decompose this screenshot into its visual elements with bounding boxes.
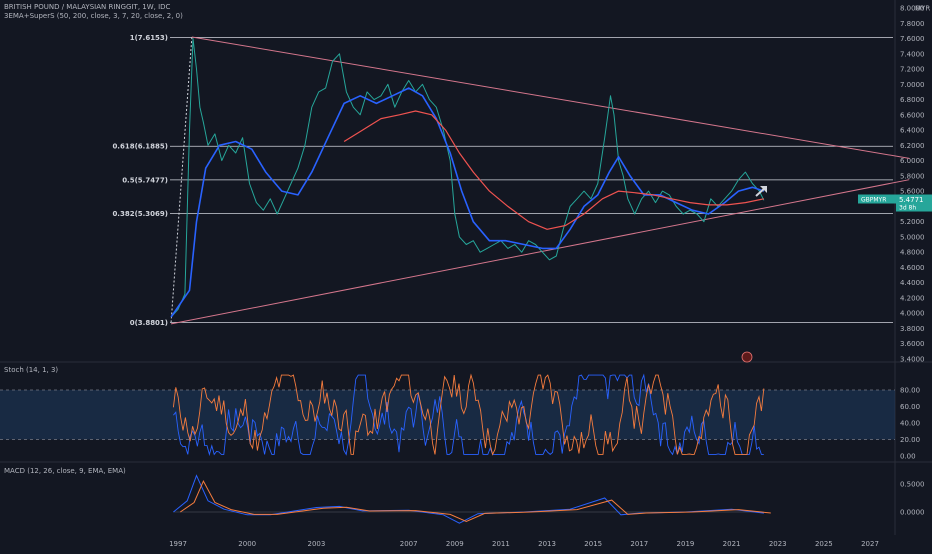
macd-signal-line: [180, 479, 771, 523]
symbol-title: BRITISH POUND / MALAYSIAN RINGGIT, 1W, I…: [4, 3, 171, 11]
price-tick-label: 5.6000: [900, 188, 925, 196]
macd-tick-label: 0.5000: [900, 481, 925, 489]
price-tick-label: 8.0000: [900, 5, 925, 13]
stoch-tick-label: 60.00: [900, 403, 920, 411]
time-axis-label: 2023: [769, 540, 787, 548]
stoch-k-line: [173, 373, 764, 457]
fib-level-label: 0.382(5.3069): [112, 210, 168, 218]
price-tick-label: 4.8000: [900, 249, 925, 257]
time-axis-label: 2007: [400, 540, 418, 548]
series-line: [170, 87, 765, 318]
fib-level-label: 0.618(6.1885): [112, 143, 168, 151]
time-axis-label: 2011: [492, 540, 510, 548]
price-tick-label: 4.4000: [900, 279, 925, 287]
price-tick-label: 3.4000: [900, 356, 925, 364]
time-axis-label: 2025: [815, 540, 833, 548]
price-tick-label: 6.8000: [900, 96, 925, 104]
price-tick-label: 6.0000: [900, 157, 925, 165]
price-tick-label: 7.0000: [900, 81, 925, 89]
price-tick-label: 4.0000: [900, 310, 925, 318]
price-tick-label: 7.8000: [900, 20, 925, 28]
price-tick-label: 6.2000: [900, 142, 925, 150]
price-tick-label: 5.2000: [900, 218, 925, 226]
indicator-title: 3EMA+SuperS (50, 200, close, 3, 7, 20, c…: [4, 12, 183, 20]
time-axis-label: 2021: [723, 540, 741, 548]
stoch-label: Stoch (14, 1, 3): [4, 366, 59, 374]
last-price-countdown: 3d 8h: [899, 205, 916, 212]
time-axis-label: 2009: [446, 540, 464, 548]
time-axis-label: 2003: [307, 540, 325, 548]
price-tick-label: 4.6000: [900, 264, 925, 272]
time-axis-label: 2015: [584, 540, 602, 548]
price-unit-label: MYR: [915, 5, 930, 13]
series-line: [170, 38, 765, 318]
last-price-symbol-box: [858, 194, 896, 204]
stoch-band: [0, 390, 895, 440]
macd-tick-label: 0.0000: [900, 509, 925, 517]
price-tick-label: 7.6000: [900, 35, 925, 43]
event-badge-icon: [741, 351, 753, 363]
time-axis-label: 2013: [538, 540, 556, 548]
trendline-upper: [191, 36, 910, 159]
fib-level-label: 0(3.8801): [130, 319, 168, 327]
fib-level-label: 1(7.6153): [130, 34, 168, 42]
price-tick-label: 5.8000: [900, 172, 925, 180]
price-tick-label: 7.4000: [900, 50, 925, 58]
series-line: [343, 110, 765, 230]
arrow-head: [760, 186, 767, 193]
stoch-tick-label: 0.00: [900, 453, 916, 461]
price-tick-label: 6.4000: [900, 127, 925, 135]
time-axis-label: 2019: [677, 540, 695, 548]
last-price-symbol: GBPMYR: [861, 197, 886, 204]
stoch-tick-label: 40.00: [900, 420, 920, 428]
price-tick-label: 4.2000: [900, 294, 925, 302]
price-tick-label: 3.6000: [900, 340, 925, 348]
stoch-d-line: [172, 373, 765, 456]
price-tick-label: 3.8000: [900, 325, 925, 333]
stoch-tick-label: 20.00: [900, 436, 920, 444]
price-tick-label: 6.6000: [900, 111, 925, 119]
time-axis-label: 2017: [630, 540, 648, 548]
last-price-value: 5.4771: [899, 196, 924, 204]
price-tick-label: 7.2000: [900, 66, 925, 74]
time-axis-label: 2027: [861, 540, 879, 548]
trendline-lower: [170, 179, 910, 325]
macd-label: MACD (12, 26, close, 9, EMA, EMA): [4, 467, 126, 475]
fib-level-label: 0.5(5.7477): [122, 176, 168, 184]
time-axis-label: 2000: [238, 540, 256, 548]
time-axis-label: 1997: [169, 540, 187, 548]
price-tick-label: 5.0000: [900, 233, 925, 241]
last-price-box: [896, 194, 932, 212]
macd-line: [173, 474, 764, 524]
stoch-tick-label: 80.00: [900, 387, 920, 395]
